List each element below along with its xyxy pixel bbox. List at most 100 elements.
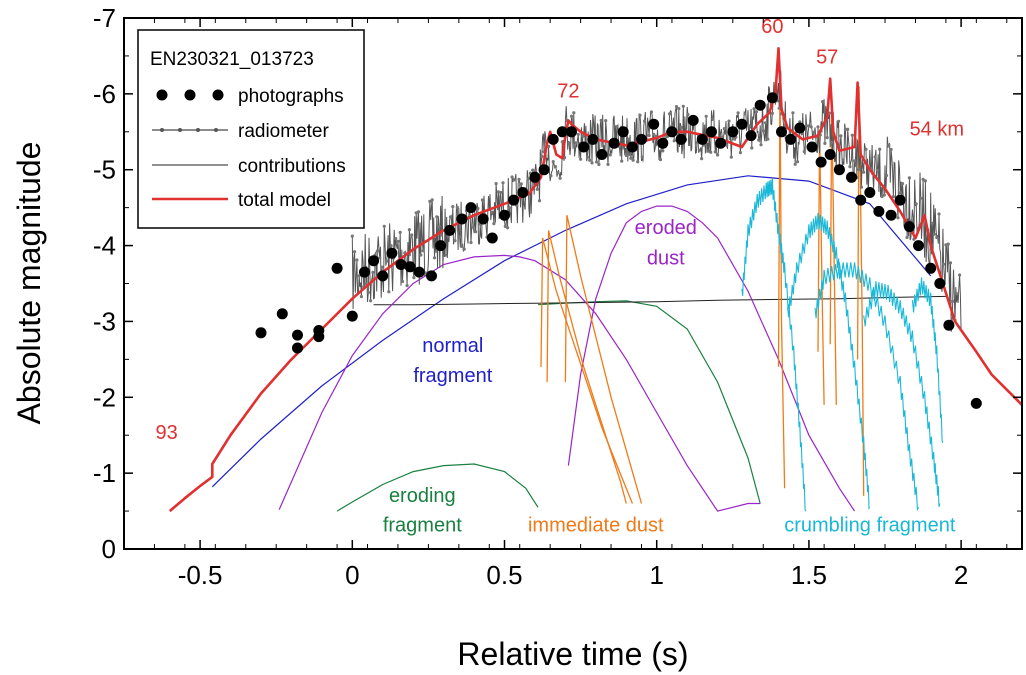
radiometer-point: [647, 133, 651, 138]
radiometer-point: [353, 250, 357, 254]
radiometer-point: [709, 150, 713, 154]
y-tick-label: -3: [93, 306, 116, 336]
radiometer-point: [839, 134, 843, 138]
legend-radiometer-dot: [160, 128, 164, 132]
photograph-point: [636, 133, 647, 145]
radiometer-point: [636, 160, 640, 164]
legend-label-contributions: contributions: [238, 156, 346, 177]
radiometer-point: [503, 224, 507, 228]
radiometer-point: [416, 210, 421, 214]
annotation-label: 93: [155, 422, 177, 444]
radiometer-point: [907, 176, 912, 180]
radiometer-point: [371, 270, 375, 274]
legend: EN230321_013723 photographs radiometer c…: [137, 29, 365, 229]
radiometer-point: [355, 258, 359, 262]
radiometer-point: [421, 249, 425, 253]
radiometer-point: [375, 249, 379, 253]
radiometer-point: [569, 114, 574, 118]
radiometer-point: [932, 232, 937, 236]
radiometer-point: [898, 191, 902, 195]
annotation-label: 60: [761, 16, 783, 38]
radiometer-point: [576, 132, 580, 136]
photograph-point: [864, 187, 876, 198]
radiometer-point: [891, 195, 896, 199]
photograph-point: [456, 213, 468, 225]
photograph-point: [846, 171, 857, 183]
x-tick-label: -0.5: [178, 560, 223, 590]
y-axis-title: Absolute magnitude: [11, 142, 47, 425]
photograph-point: [486, 232, 498, 244]
photograph-point: [648, 118, 660, 130]
radiometer-point: [937, 212, 941, 216]
photograph-point: [386, 247, 398, 259]
radiometer-point: [674, 105, 679, 109]
radiometer-point: [704, 114, 708, 118]
radiometer-point: [722, 127, 727, 131]
radiometer-point: [396, 239, 400, 243]
radiometer-point: [405, 284, 409, 288]
radiometer-point: [574, 141, 578, 145]
photograph-point: [776, 126, 787, 138]
radiometer-point: [700, 157, 704, 161]
radiometer-point: [510, 175, 514, 179]
radiometer-point: [474, 230, 478, 234]
photograph-point: [292, 329, 303, 341]
radiometer-point: [451, 205, 455, 209]
photograph-point: [617, 126, 629, 138]
photograph-point: [529, 171, 541, 183]
x-tick-label: 0.5: [486, 560, 522, 590]
annotation-label: 57: [816, 47, 838, 69]
radiometer-point: [506, 226, 510, 230]
radiometer-point: [588, 158, 592, 162]
radiometer-point: [439, 233, 443, 237]
photograph-point: [727, 126, 739, 138]
photograph-point: [736, 118, 748, 130]
radiometer-point: [620, 159, 624, 163]
annotation-label: 72: [557, 81, 579, 103]
radiometer-point: [880, 194, 884, 199]
legend-label-total-model: total model: [238, 190, 331, 211]
radiometer-point: [766, 137, 770, 141]
radiometer-point: [816, 125, 820, 129]
radiometer-point: [830, 140, 834, 144]
radiometer-point: [649, 110, 654, 114]
radiometer-point: [499, 190, 503, 195]
photograph-point: [806, 141, 818, 153]
contributions-layer: [211, 78, 946, 512]
y-tick-label: -6: [93, 79, 116, 109]
radiometer-point: [661, 149, 665, 153]
radiometer-point: [825, 136, 829, 140]
photograph-point: [477, 213, 489, 225]
radiometer-point: [711, 117, 715, 121]
radiometer-point: [859, 185, 864, 189]
photograph-point: [276, 308, 288, 320]
radiometer-point: [761, 129, 765, 133]
radiometer-point: [501, 181, 505, 185]
photograph-point: [596, 149, 608, 160]
radiometer-point: [407, 228, 411, 232]
radiometer-point: [615, 125, 619, 129]
photograph-point: [657, 137, 669, 149]
photograph-point: [715, 137, 727, 149]
radiometer-point: [581, 134, 585, 138]
radiometer-point: [738, 151, 743, 155]
photograph-point: [815, 156, 827, 168]
radiometer-point: [469, 240, 473, 245]
annotations-layer: 93 72 60 57 54 km normal fragment eroded dust ero…: [155, 16, 964, 536]
radiometer-point: [727, 119, 731, 123]
crumbling-fragment-curve-4: [911, 277, 944, 443]
radiometer-point: [631, 158, 635, 162]
radiometer-point: [884, 173, 889, 178]
legend-label-radiometer: radiometer: [238, 121, 329, 142]
photograph-point: [444, 224, 456, 236]
radiometer-point: [805, 124, 809, 128]
photograph-point: [666, 126, 678, 138]
radiometer-point: [412, 276, 416, 280]
photograph-point: [547, 133, 559, 145]
photograph-point: [435, 240, 447, 252]
photograph-point: [465, 202, 477, 214]
photograph-point: [873, 205, 885, 217]
photograph-point: [766, 92, 778, 104]
radiometer-point: [821, 100, 825, 104]
